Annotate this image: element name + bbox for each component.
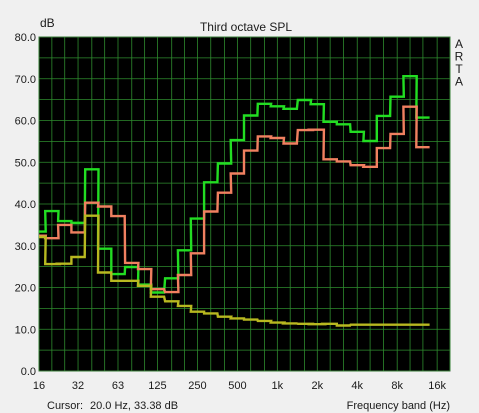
x-axis-label: Frequency band (Hz) xyxy=(347,400,450,412)
x-tick-label: 16k xyxy=(428,380,446,392)
y-tick-label: 10.0 xyxy=(15,324,36,336)
series-line-2 xyxy=(39,105,430,294)
y-tick-labels: 0.0 10.0 20.0 30.0 40.0 50.0 60.0 70.0 80.0 xyxy=(15,32,36,378)
arta-letter: T xyxy=(455,62,463,76)
x-tick-label: 250 xyxy=(188,380,206,392)
y-tick-label: 60.0 xyxy=(15,116,36,128)
x-tick-label: 63 xyxy=(112,380,124,392)
arta-letter: R xyxy=(455,50,464,64)
x-tick-label: 16 xyxy=(33,380,45,392)
y-tick-label: 80.0 xyxy=(15,32,36,44)
y-axis-unit-label: dB xyxy=(40,16,55,30)
arta-letter: A xyxy=(455,37,463,51)
x-tick-label: 8k xyxy=(391,380,403,392)
y-tick-label: 70.0 xyxy=(15,74,36,86)
y-tick-label: 0.0 xyxy=(21,366,36,378)
x-tick-label: 4k xyxy=(351,380,363,392)
x-tick-label: 32 xyxy=(72,380,84,392)
y-tick-label: 50.0 xyxy=(15,157,36,169)
arta-letter: A xyxy=(455,75,463,89)
x-tick-label: 2k xyxy=(311,380,323,392)
y-tick-label: 30.0 xyxy=(15,241,36,253)
y-tick-label: 20.0 xyxy=(15,283,36,295)
x-tick-label: 1k xyxy=(272,380,284,392)
x-tick-label: 125 xyxy=(148,380,166,392)
cursor-readout: 20.0 Hz, 33.38 dB xyxy=(90,400,178,412)
cursor-label: Cursor: xyxy=(47,400,83,412)
series-line-3 xyxy=(39,214,430,327)
series-layer xyxy=(39,75,430,327)
y-tick-label: 40.0 xyxy=(15,199,36,211)
x-tick-labels: 16 32 63 125 250 500 1k 2k 4k 8k 16k xyxy=(33,380,447,392)
x-tick-label: 500 xyxy=(228,380,246,392)
chart-title: Third octave SPL xyxy=(200,20,292,34)
